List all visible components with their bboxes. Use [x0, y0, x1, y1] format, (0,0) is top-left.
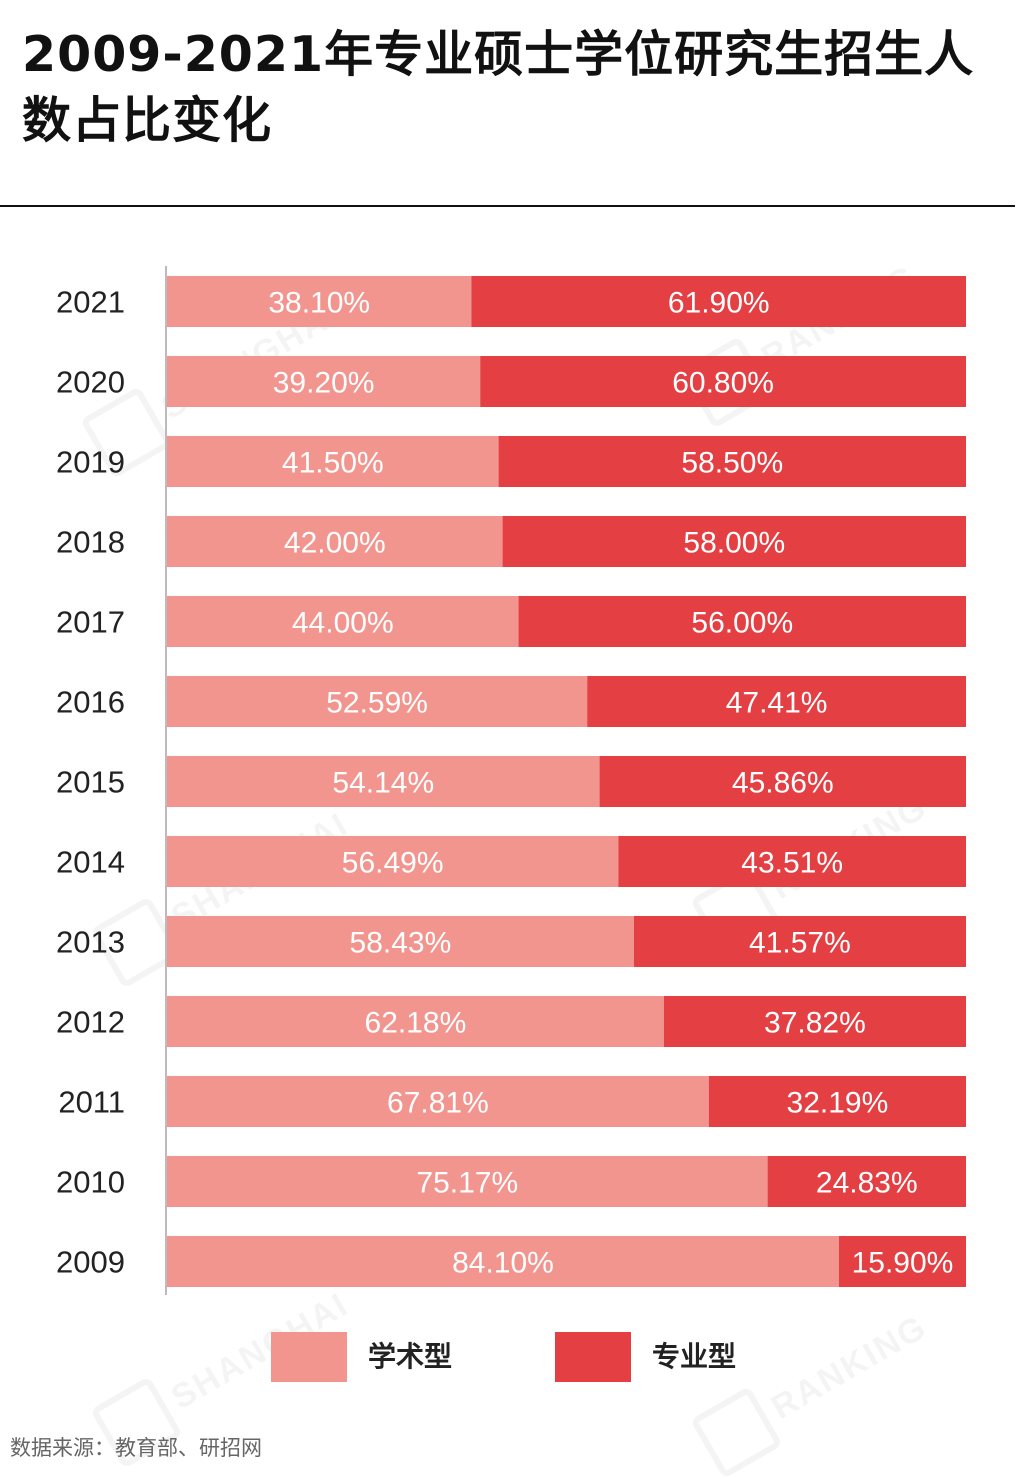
data-label: 60.80% — [672, 367, 774, 400]
stacked-bar-chart: 2021 38.10% 61.90% 2020 39.20% 60.80% 2019 41.5… — [56, 266, 966, 1295]
data-label: 61.90% — [668, 287, 770, 320]
data-label: 47.41% — [726, 687, 828, 720]
bar-segment — [167, 436, 499, 487]
y-tick-label: 2010 — [56, 1165, 125, 1200]
y-tick-label: 2011 — [58, 1085, 125, 1120]
bar-segment — [587, 676, 966, 727]
legend-swatch-professional — [555, 1332, 631, 1382]
y-tick-label: 2009 — [56, 1245, 125, 1280]
y-tick-label: 2019 — [56, 445, 125, 480]
bar-segment — [518, 596, 966, 647]
bar-segment — [663, 996, 966, 1047]
bar-segment — [167, 1156, 768, 1207]
legend-label-professional: 专业型 — [652, 1340, 737, 1373]
bar-segment — [167, 916, 634, 967]
y-tick-label: 2014 — [56, 845, 125, 880]
bar-segment — [167, 676, 588, 727]
data-label: 58.50% — [681, 447, 783, 480]
data-label: 37.82% — [764, 1007, 866, 1040]
legend-label-academic: 学术型 — [368, 1340, 453, 1373]
bar-segment — [838, 1236, 966, 1287]
y-tick-label: 2012 — [56, 1005, 125, 1040]
y-tick-label: 2013 — [56, 925, 125, 960]
bar-segment — [618, 836, 966, 887]
watermark-text: RANKING — [765, 1308, 934, 1427]
title-divider — [0, 205, 1015, 207]
bar-segment — [167, 1076, 709, 1127]
y-tick-label: 2016 — [56, 685, 125, 720]
data-source: 数据来源：教育部、研招网 — [10, 1436, 262, 1460]
data-label: 41.57% — [749, 927, 851, 960]
data-label: 32.19% — [787, 1087, 889, 1120]
data-label: 39.20% — [273, 367, 375, 400]
data-label: 41.50% — [282, 447, 384, 480]
data-label: 24.83% — [816, 1167, 918, 1200]
data-label: 58.43% — [350, 927, 452, 960]
data-label: 84.10% — [452, 1247, 554, 1280]
bar-segment — [599, 756, 966, 807]
y-tick-label: 2021 — [56, 285, 125, 320]
bar-segment — [480, 356, 966, 407]
bar-segment — [167, 596, 519, 647]
bar-segment — [502, 516, 966, 567]
data-label: 38.10% — [268, 287, 370, 320]
bar-segment — [167, 356, 481, 407]
bar-segment — [167, 836, 619, 887]
bar-segment — [167, 1236, 839, 1287]
y-tick-label: 2017 — [56, 605, 125, 640]
data-label: 15.90% — [852, 1247, 954, 1280]
bar-segment — [633, 916, 966, 967]
data-label: 56.49% — [342, 847, 444, 880]
bar-segment — [167, 516, 503, 567]
y-tick-label: 2020 — [56, 365, 125, 400]
data-label: 56.00% — [691, 607, 793, 640]
bar-segment — [471, 276, 966, 327]
y-tick-label: 2015 — [56, 765, 125, 800]
data-label: 44.00% — [292, 607, 394, 640]
data-label: 75.17% — [416, 1167, 518, 1200]
data-label: 54.14% — [332, 767, 434, 800]
bar-segment — [167, 996, 664, 1047]
chart-title: 2009-2021年专业硕士学位研究生招生人数占比变化 — [22, 26, 975, 149]
bar-segment — [167, 756, 600, 807]
data-label: 67.81% — [387, 1087, 489, 1120]
data-label: 62.18% — [365, 1007, 467, 1040]
data-label: 42.00% — [284, 527, 386, 560]
bar-segment — [767, 1156, 966, 1207]
legend-swatch-academic — [271, 1332, 347, 1382]
data-label: 45.86% — [732, 767, 834, 800]
y-tick-label: 2018 — [56, 525, 125, 560]
bar-segment — [708, 1076, 966, 1127]
data-label: 52.59% — [326, 687, 428, 720]
watermark: RANKING — [690, 1295, 941, 1479]
bar-segment — [167, 276, 472, 327]
data-label: 43.51% — [741, 847, 843, 880]
data-label: 58.00% — [683, 527, 785, 560]
bar-segment — [498, 436, 966, 487]
